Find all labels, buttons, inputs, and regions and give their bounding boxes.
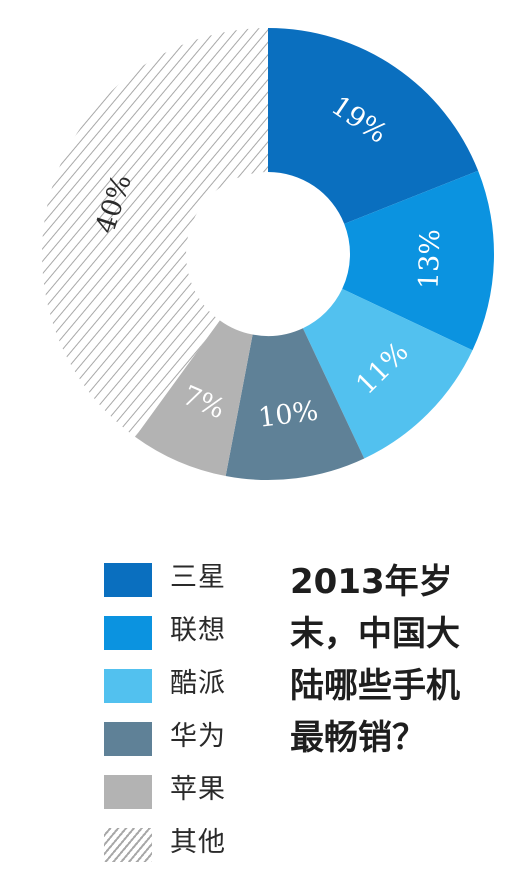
legend-label-coolpad: 酷派 — [170, 668, 226, 699]
slice-label-lenovo: 13% — [413, 229, 446, 290]
legend: 三星 联想 酷派 华为 苹果 其他 — [104, 553, 254, 871]
legend-label-huawei: 华为 — [170, 721, 226, 752]
legend-item-coolpad: 酷派 — [104, 659, 254, 712]
slice-samsung — [268, 28, 479, 224]
legend-label-samsung: 三星 — [170, 562, 226, 593]
legend-label-other: 其他 — [170, 827, 226, 858]
legend-item-huawei: 华为 — [104, 712, 254, 765]
slice-other — [42, 28, 269, 437]
legend-swatch-huawei — [104, 722, 152, 756]
legend-swatch-coolpad — [104, 669, 152, 703]
legend-swatch-other — [104, 828, 152, 862]
slice-lenovo — [342, 170, 494, 351]
title-line-2: 末，中国大 — [290, 614, 460, 654]
legend-swatch-samsung — [104, 563, 152, 597]
slice-apple — [135, 320, 253, 476]
slice-huawei — [225, 328, 365, 480]
slice-label-huawei: 10% — [257, 396, 320, 434]
title-line-1: 2013年岁 — [290, 562, 453, 602]
chart-title: 2013年岁 末，中国大 陆哪些手机 最畅销？ — [290, 556, 505, 764]
legend-item-apple: 苹果 — [104, 765, 254, 818]
title-line-3: 陆哪些手机 — [290, 666, 460, 706]
legend-item-samsung: 三星 — [104, 553, 254, 606]
donut-chart: 19%13%11%10%7%40% — [42, 28, 494, 480]
title-line-4: 最畅销？ — [290, 718, 426, 758]
legend-swatch-apple — [104, 775, 152, 809]
legend-item-other: 其他 — [104, 818, 254, 871]
legend-label-apple: 苹果 — [170, 774, 226, 805]
legend-label-lenovo: 联想 — [170, 615, 226, 646]
legend-swatch-lenovo — [104, 616, 152, 650]
slice-coolpad — [302, 288, 473, 459]
legend-item-lenovo: 联想 — [104, 606, 254, 659]
